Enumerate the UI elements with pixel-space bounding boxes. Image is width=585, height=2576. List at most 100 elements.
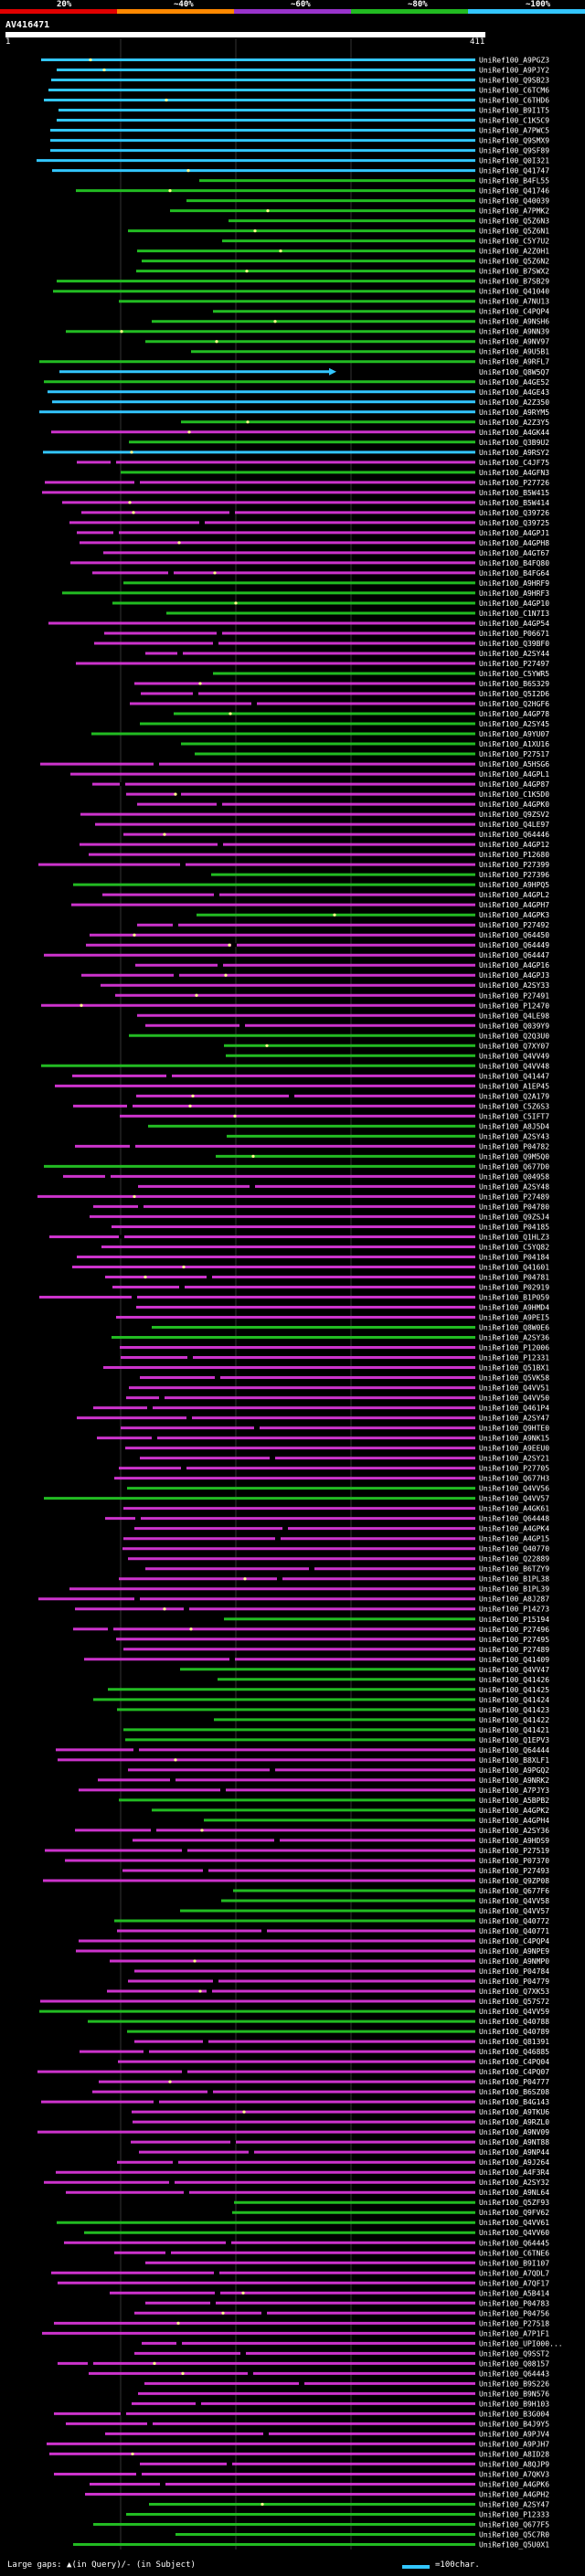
hit-label: UniRef100_Q40771 — [479, 1927, 549, 1935]
hit-label: UniRef100_Q9SF89 — [479, 147, 549, 155]
query-gap-marker — [198, 682, 202, 685]
query-gap-marker — [186, 168, 190, 173]
hit-label: UniRef100_Q5Z6N2 — [479, 258, 549, 266]
hit-label: UniRef100_C5YQ82 — [479, 1243, 549, 1251]
hit-label: UniRef100_B9S226 — [479, 2380, 549, 2388]
subject-gap — [248, 2371, 253, 2376]
identity-color-segment — [234, 9, 351, 14]
hit-label: UniRef100_A2SY36 — [479, 1334, 549, 1342]
hit-label: UniRef100_Q9SST2 — [479, 2349, 549, 2358]
query-gap-marker — [242, 2110, 246, 2114]
hit-label: UniRef100_A9HRF3 — [479, 589, 549, 598]
subject-gap — [270, 1456, 275, 1460]
subject-gap — [217, 631, 222, 635]
hit-label: UniRef100_P12331 — [479, 1354, 549, 1362]
hit-label: UniRef100_Q1HLZ3 — [479, 1233, 549, 1241]
hit-label: UniRef100_Q40772 — [479, 1917, 549, 1925]
query-gap-marker — [265, 1044, 269, 1047]
hit-label: UniRef100_Q40039 — [479, 197, 549, 206]
hit-label: UniRef100_P27491 — [479, 991, 549, 1000]
hit-label: UniRef100_Q41040 — [479, 288, 549, 296]
query-gap-marker — [273, 320, 277, 323]
hit-label: UniRef100_C4PQP4 — [479, 1937, 549, 1945]
hit-label: UniRef100_Q46885 — [479, 2048, 549, 2056]
hit-label: UniRef100_B5W415 — [479, 489, 549, 497]
hit-label: UniRef100_Q81391 — [479, 2038, 549, 2046]
hit-label: UniRef100_P12333 — [479, 2510, 549, 2518]
hit-label: UniRef100_A4GPJ1 — [479, 529, 549, 537]
hit-label: UniRef100_P27496 — [479, 1626, 549, 1634]
hit-label: UniRef100_P04782 — [479, 1142, 549, 1150]
subject-gap — [130, 1144, 135, 1149]
hit-label: UniRef100_A7PWC5 — [479, 127, 549, 135]
hit-label: UniRef100_A9NK15 — [479, 1435, 549, 1443]
hit-label: UniRef100_Q9ZSV2 — [479, 811, 549, 819]
hit-label: UniRef100_Q64449 — [479, 941, 549, 949]
hit-label: UniRef100_Q677F5 — [479, 2520, 549, 2528]
query-start: 1 — [5, 37, 11, 47]
hit-label: UniRef100_Q4VV47 — [479, 1666, 549, 1674]
hit-label: UniRef100_A9EEU0 — [479, 1445, 549, 1453]
subject-gap — [119, 1235, 124, 1239]
identity-color-segment — [351, 9, 468, 14]
hit-label: UniRef100_A9NPE9 — [479, 1947, 549, 1956]
hit-label: UniRef100_Q04958 — [479, 1172, 549, 1181]
query-name: AV416471 — [5, 20, 50, 30]
scale-swatch — [402, 2565, 430, 2569]
hit-label: UniRef100_Q41424 — [479, 1696, 549, 1704]
query-gap-marker — [133, 1194, 136, 1199]
hit-label: UniRef100_C1K5C9 — [479, 117, 549, 125]
hit-label: UniRef100_A4GPJ3 — [479, 971, 549, 980]
hit-label: UniRef100_Q4VV48 — [479, 1062, 549, 1070]
hit-label: UniRef100_A4GFN3 — [479, 469, 549, 477]
subject-gap — [249, 2150, 254, 2155]
subject-gap — [207, 2090, 213, 2094]
hit-label: UniRef100_A9U5B1 — [479, 348, 549, 356]
query-gap-marker — [133, 933, 136, 937]
subject-gap — [274, 1838, 280, 1842]
hit-label: UniRef100_Q5VK58 — [479, 1374, 549, 1383]
hit-label: UniRef100_Q5Z6N3 — [479, 217, 549, 226]
hit-label: UniRef100_A4GPK4 — [479, 1525, 549, 1533]
query-gap-marker — [243, 1577, 247, 1581]
hit-label: UniRef100_B9N576 — [479, 2390, 549, 2398]
identity-legend: 20% ~40% ~60% ~80% ~100% — [0, 0, 585, 20]
hit-label: UniRef100_A9TKU6 — [479, 2108, 549, 2116]
hit-label: UniRef100_A4GP54 — [479, 620, 549, 628]
subject-gap — [170, 1777, 176, 1782]
query-end: 411 — [470, 37, 485, 47]
hit-label: UniRef100_Q64450 — [479, 931, 549, 939]
subject-gap — [176, 2341, 182, 2346]
query-gap-marker — [176, 2321, 180, 2325]
subject-gap — [136, 2472, 142, 2476]
query-gap-marker — [253, 229, 257, 233]
footer-gaps-legend: Large gaps: ▲(in Query)/- (in Subject) — [7, 2560, 196, 2570]
hit-label: UniRef100_B7SB29 — [479, 278, 549, 286]
query-gap-marker — [266, 209, 270, 213]
hit-label: UniRef100_A5B414 — [479, 2289, 549, 2297]
hit-label: UniRef100_Q9M5Q0 — [479, 1152, 549, 1161]
query-gap-marker — [241, 2291, 245, 2295]
hit-label: UniRef100_A2SY36 — [479, 1827, 549, 1835]
hit-label: UniRef100_P02919 — [479, 1283, 549, 1291]
hit-label: UniRef100_A9RSY2 — [479, 449, 549, 457]
hit-label: UniRef100_Q4VV49 — [479, 1052, 549, 1060]
hit-label: UniRef100_Q9ZP08 — [479, 1877, 549, 1885]
hit-label: UniRef100_P04185 — [479, 1223, 549, 1231]
subject-gap — [159, 1395, 165, 1400]
subject-gap — [210, 2301, 216, 2306]
hit-label: UniRef100_B4FL55 — [479, 177, 549, 186]
identity-color-segment — [468, 9, 585, 14]
subject-gap — [111, 460, 116, 464]
hit-label: UniRef100_A4GP16 — [479, 961, 549, 970]
query-gap-marker — [144, 1275, 147, 1279]
subject-gap — [231, 943, 237, 948]
hit-label: UniRef100_A9NV97 — [479, 338, 549, 346]
identity-pct-label: ~60% — [291, 0, 311, 9]
hit-label: UniRef100_A4GK44 — [479, 429, 549, 437]
hit-label: UniRef100_P04780 — [479, 1203, 549, 1211]
hit-label: UniRef100_P14273 — [479, 1606, 549, 1614]
subject-gap — [250, 1184, 255, 1189]
hit-label: UniRef100_Q4VV56 — [479, 1485, 549, 1493]
hit-label: UniRef100_A9NP44 — [479, 2148, 549, 2157]
